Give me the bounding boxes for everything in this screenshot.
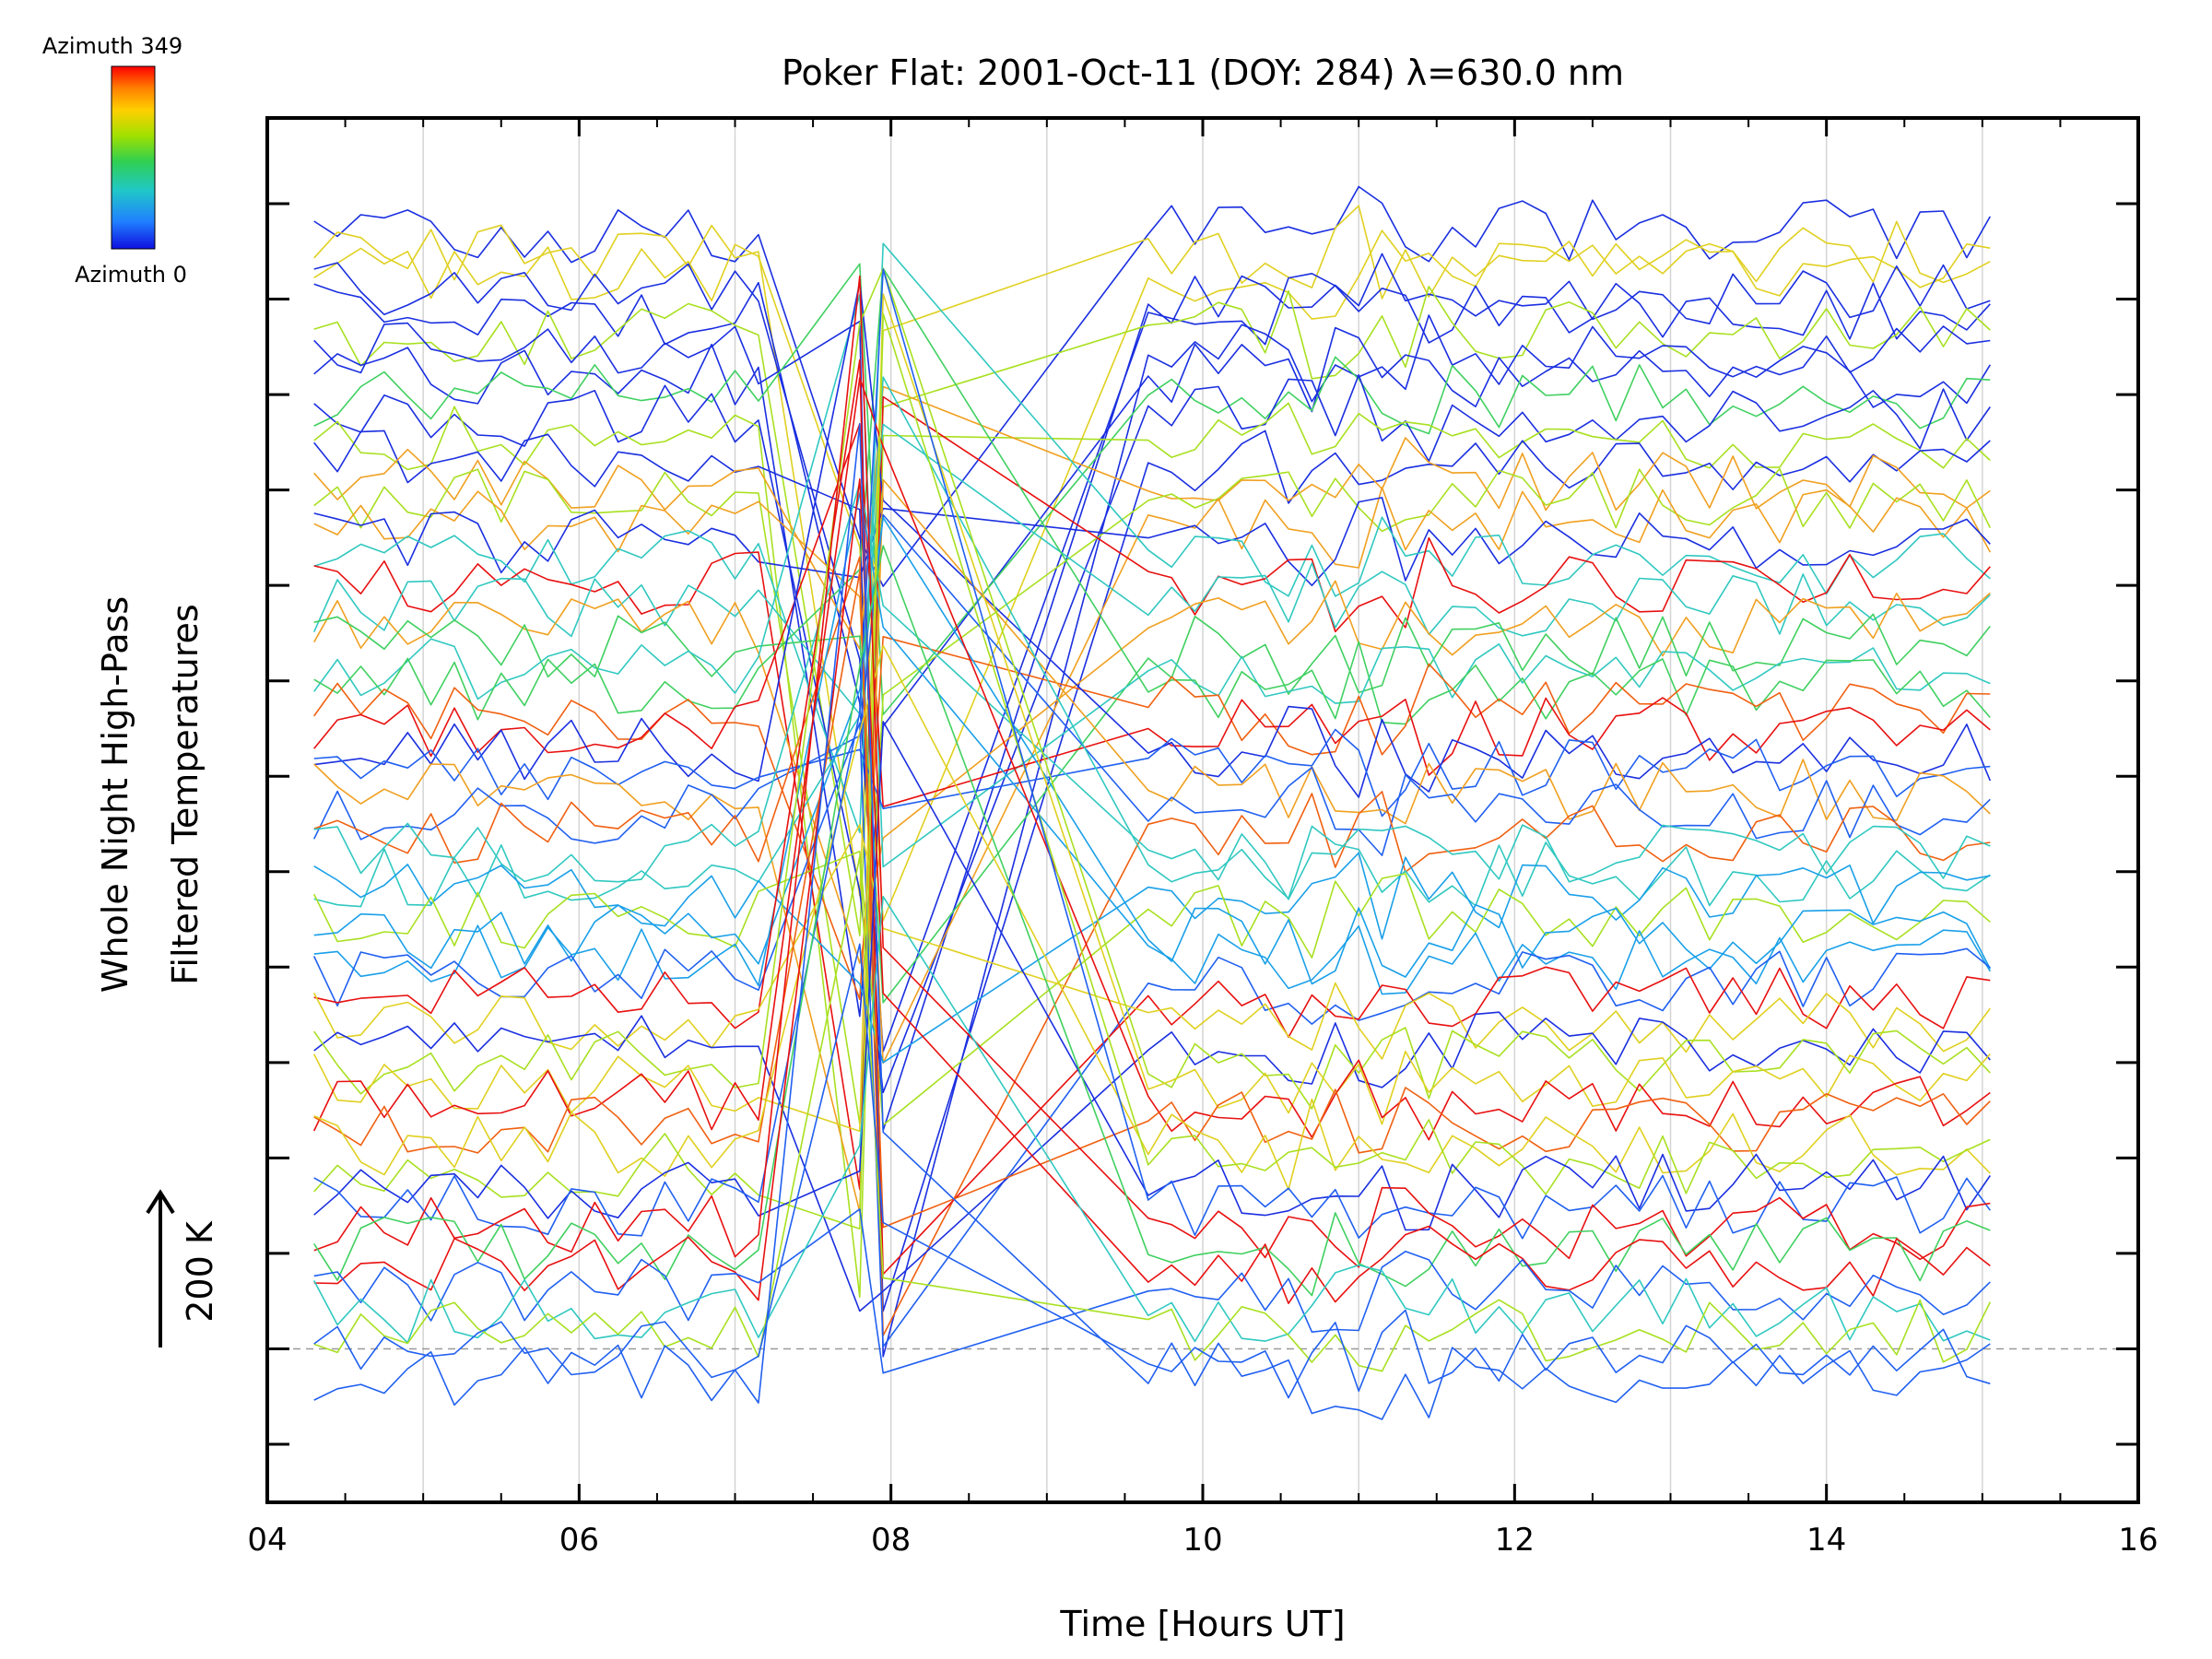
y-axis — [267, 202, 2138, 1446]
series-line — [313, 644, 1991, 1191]
y-axis-label: Whole Night High-Pass Filtered Temperatu… — [95, 596, 206, 993]
series-line — [313, 516, 1992, 985]
x-axis-label: Time [Hours UT] — [1059, 1604, 1345, 1644]
series-line — [313, 267, 1991, 725]
series-line — [313, 429, 1991, 1312]
series-line — [313, 477, 1991, 1304]
series-line — [313, 312, 1991, 1230]
colorbar-gradient — [111, 65, 156, 250]
series-line — [313, 943, 1991, 1399]
series-line — [313, 395, 1991, 1191]
series-line — [313, 275, 1991, 1268]
series-line — [313, 185, 1991, 587]
scale-indicator: 200 K — [146, 1189, 220, 1347]
series-line — [313, 556, 1991, 1336]
series-line — [313, 482, 1991, 900]
series-line — [313, 721, 1991, 1231]
series-line — [312, 293, 1991, 1133]
series-line — [313, 229, 1991, 922]
series-line — [313, 281, 1992, 798]
scale-arrow-head — [146, 1189, 175, 1215]
colorbar: Azimuth 349 Azimuth 0 — [42, 33, 187, 288]
series-line — [313, 294, 1991, 868]
series-line — [313, 1011, 1991, 1312]
series-line — [313, 242, 1991, 834]
series-line — [313, 728, 1991, 818]
series-line — [313, 580, 1991, 964]
series-line — [312, 722, 1991, 1347]
x-tick-label: 08 — [871, 1522, 911, 1559]
x-tick-label: 10 — [1182, 1522, 1222, 1559]
series-line — [313, 272, 1991, 1053]
series-line — [313, 373, 1991, 1094]
series-line — [313, 487, 1992, 1065]
series-line — [313, 423, 1991, 808]
colorbar-bottom-label: Azimuth 0 — [75, 262, 187, 288]
series-line — [313, 467, 1992, 1125]
x-tick-label: 04 — [247, 1522, 287, 1559]
series-line — [312, 850, 1991, 1126]
series-line — [313, 613, 1991, 1004]
series-line — [313, 326, 1991, 1018]
series-line — [313, 571, 1991, 1229]
series-line — [312, 895, 1991, 1344]
scale-label: 200 K — [180, 1220, 220, 1323]
chart-title: Poker Flat: 2001-Oct-11 (DOY: 284) λ=630… — [782, 53, 1624, 93]
series-line — [313, 286, 1991, 936]
x-tick-label: 12 — [1495, 1522, 1535, 1559]
y-axis-label-line1: Whole Night High-Pass — [95, 596, 135, 993]
series-line — [312, 513, 1991, 856]
series-line — [313, 492, 1991, 995]
series-line — [313, 1208, 1991, 1374]
series-line — [313, 635, 1991, 1000]
series-line — [313, 422, 1991, 1420]
series-line — [312, 376, 1991, 1141]
x-axis: 04 06 08 10 12 14 16 — [247, 118, 2159, 1559]
series-line — [312, 423, 1991, 715]
series-line — [313, 263, 1991, 716]
series-line — [313, 852, 1991, 1064]
colorbar-top-label: Azimuth 349 — [42, 33, 182, 59]
series-line — [312, 824, 1991, 1060]
series-line — [313, 855, 1992, 1372]
x-tick-label: 16 — [2118, 1522, 2158, 1559]
series-line — [313, 314, 1991, 1358]
y-axis-label-line2: Filtered Temperatures — [165, 604, 206, 984]
series-line — [313, 253, 1991, 1132]
series-line — [313, 376, 1991, 908]
x-tick-label: 14 — [1806, 1522, 1846, 1559]
series-line — [313, 359, 1991, 1276]
series-line — [313, 385, 1991, 650]
series-line — [313, 545, 1991, 1297]
series-group — [312, 185, 1992, 1420]
x-tick-label: 06 — [559, 1522, 599, 1559]
